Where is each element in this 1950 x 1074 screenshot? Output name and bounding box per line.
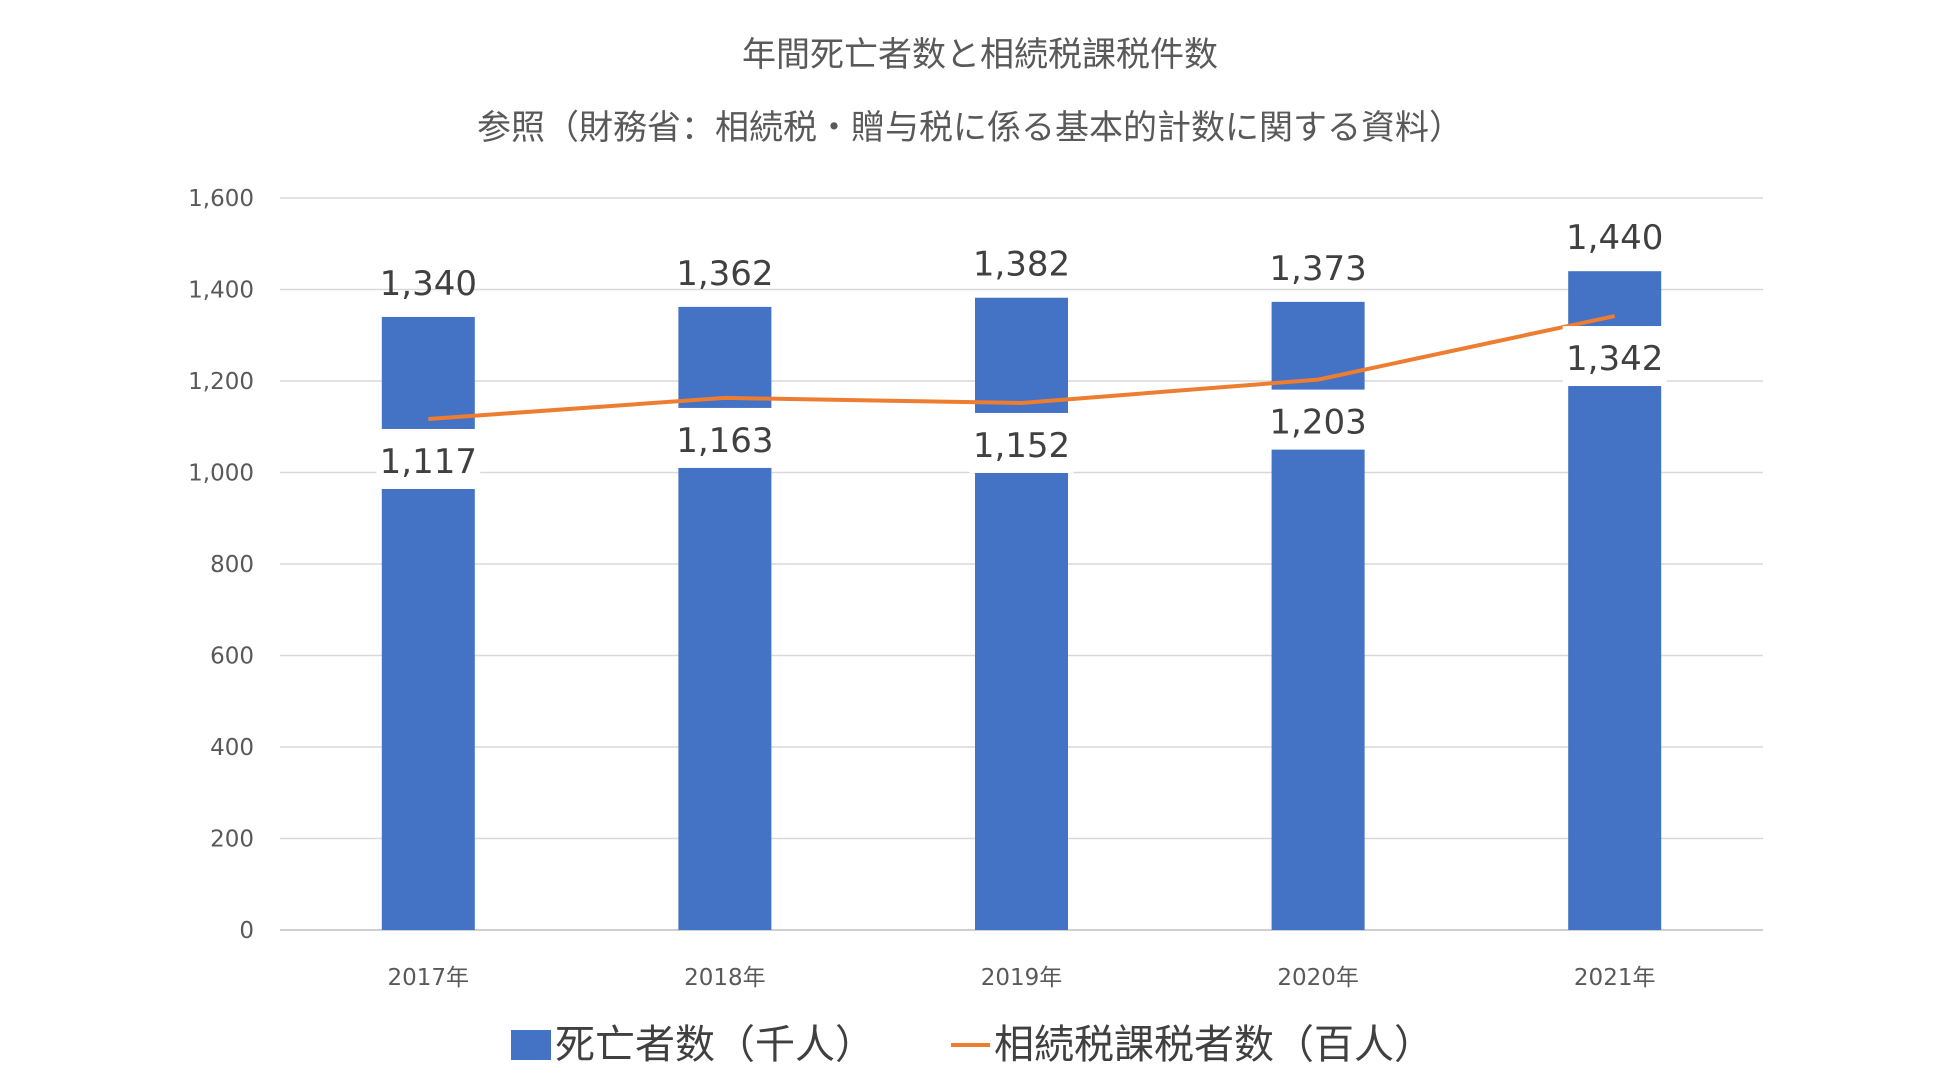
legend: 死亡者数（千人） 相続税課税者数（百人）: [511, 1022, 1434, 1068]
line-series: [428, 314, 1616, 421]
x-tick-label: 2019年: [981, 965, 1063, 991]
x-tick-label: 2018年: [684, 965, 766, 991]
bar-data-label: 1,440: [1566, 218, 1663, 258]
line-data-labels: 1,117 1,163 1,152 1,203 1,342: [376, 326, 1667, 489]
y-tick-label: 800: [210, 552, 254, 578]
line-label-background: [1562, 326, 1667, 387]
series-line: [428, 314, 1616, 421]
y-tick-label: 600: [210, 644, 254, 670]
bar: [381, 316, 475, 930]
bar-data-label: 1,362: [676, 254, 773, 294]
y-tick-label: 1,600: [188, 186, 254, 212]
legend-swatch-deaths: [511, 1030, 551, 1060]
y-tick-label: 1,000: [188, 461, 254, 487]
bar-data-labels: 1,340 1,362 1,382 1,373 1,440: [380, 218, 1664, 304]
y-tick-label: 1,400: [188, 278, 254, 304]
y-tick-label: 200: [210, 827, 254, 853]
y-tick-label: 1,200: [188, 369, 254, 395]
bar-series: [381, 271, 1662, 930]
line-data-label: 1,342: [1566, 339, 1663, 379]
line-label-background: [672, 407, 777, 468]
bar-data-label: 1,373: [1269, 249, 1366, 289]
x-tick-label: 2020年: [1277, 965, 1359, 991]
bar: [975, 297, 1068, 930]
x-tick-label: 2021年: [1574, 965, 1656, 991]
y-tick-label: 400: [210, 735, 254, 761]
line-label-background: [376, 428, 481, 489]
line-data-label: 1,117: [380, 442, 477, 482]
line-label-background: [969, 412, 1074, 473]
line-data-label: 1,163: [676, 421, 773, 461]
x-axis: 2017年 2018年 2019年 2020年 2021年: [388, 965, 1656, 991]
line-data-label: 1,152: [973, 426, 1070, 466]
y-axis: 0 200 400 600 800 1,000 1,200 1,400 1,600: [188, 186, 254, 944]
legend-label-deaths: 死亡者数（千人）: [555, 1022, 875, 1068]
y-tick-label: 0: [239, 918, 254, 944]
line-data-label: 1,203: [1269, 403, 1366, 443]
legend-label-taxpayers: 相続税課税者数（百人）: [994, 1022, 1434, 1068]
bar-data-label: 1,382: [973, 245, 1070, 285]
bar-data-label: 1,340: [380, 264, 477, 304]
chart-subtitle: 参照（財務省：相続税・贈与税に係る基本的計数に関する資料）: [477, 108, 1463, 148]
chart-title: 年間死亡者数と相続税課税件数: [742, 35, 1218, 75]
line-label-background: [1266, 389, 1371, 450]
x-tick-label: 2017年: [388, 965, 470, 991]
